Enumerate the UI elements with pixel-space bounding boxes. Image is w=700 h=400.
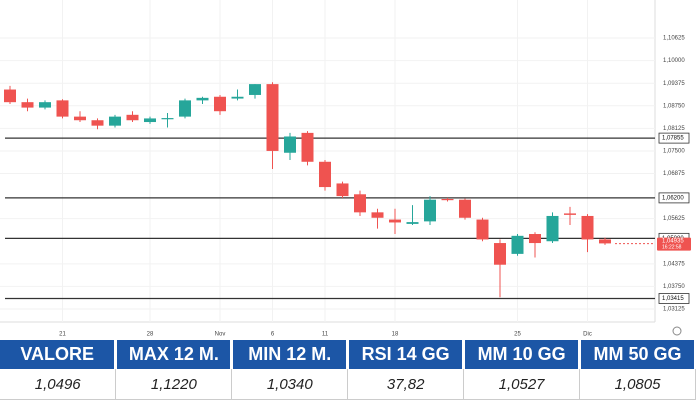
candle-body <box>319 161 331 188</box>
settings-icon[interactable] <box>672 326 682 336</box>
value-cell: 1,0496 <box>0 369 117 400</box>
candle-body <box>354 194 366 213</box>
last-price-label: 1,04935 <box>662 239 684 245</box>
y-tick-label: 1,08125 <box>663 126 685 132</box>
candle-body <box>4 89 16 103</box>
candle-body <box>109 116 121 126</box>
candle-body <box>529 234 541 244</box>
candle-body <box>599 239 611 244</box>
candle-body <box>424 199 436 222</box>
candle-body <box>39 102 51 108</box>
candle-body <box>336 183 349 197</box>
candle-body <box>21 102 34 108</box>
y-tick-label: 1,09375 <box>663 81 685 87</box>
candle-body <box>406 222 419 224</box>
candle-body <box>546 215 559 242</box>
level-label: 1,06200 <box>662 195 684 201</box>
candle-body <box>476 219 489 240</box>
header-cell: RSI 14 GG <box>347 340 466 369</box>
header-cell: MIN 12 M. <box>231 340 350 369</box>
candle-body <box>284 136 296 153</box>
candle-body <box>581 215 594 240</box>
x-tick-label: 6 <box>271 332 275 338</box>
header-cell: MM 50 GG <box>579 340 697 369</box>
value-cell: 1,0805 <box>579 369 696 400</box>
candle-body <box>441 198 454 201</box>
stats-table: VALORE MAX 12 M. MIN 12 M. RSI 14 GG MM 10 G… <box>0 340 697 400</box>
y-tick-label: 1,03750 <box>663 284 685 290</box>
level-label: 1,07855 <box>662 136 684 142</box>
x-tick-label: 11 <box>322 332 329 338</box>
candle-body <box>371 212 384 218</box>
candle-body <box>161 118 174 120</box>
header-row: VALORE MAX 12 M. MIN 12 M. RSI 14 GG MM 10 G… <box>0 340 697 369</box>
last-time-label: 16:22:58 <box>662 244 682 250</box>
candle-body <box>126 114 139 121</box>
y-tick-label: 1,10000 <box>663 58 685 64</box>
value-cell: 1,0527 <box>463 369 581 400</box>
x-tick-label: Dic <box>583 332 592 338</box>
candle-body <box>214 96 226 112</box>
candle-body <box>564 213 576 215</box>
level-tag <box>658 132 690 144</box>
candle-body <box>266 84 279 151</box>
chart: 1,10625 1,10000 1,09375 1,08750 1,08125 1,075… <box>0 0 691 338</box>
value-row: 1,0496 1,1220 1,0340 37,82 1,0527 1,0805 <box>0 369 696 400</box>
candle-body <box>56 100 69 117</box>
level-tag <box>658 293 690 304</box>
x-tick-label: Nov <box>215 332 226 338</box>
value-cell: 1,0340 <box>231 369 349 400</box>
x-tick-label: 21 <box>59 332 66 338</box>
candle-body <box>179 100 191 117</box>
candle-body <box>511 235 524 254</box>
candle-body <box>459 199 471 218</box>
x-tick-label: 18 <box>392 332 399 338</box>
header-cell: VALORE <box>0 340 118 369</box>
candle-body <box>196 97 209 101</box>
level-label: 1,03415 <box>662 296 684 302</box>
candle-body <box>494 243 506 265</box>
candle-body <box>301 132 314 162</box>
y-tick-label: 1,03125 <box>663 307 685 313</box>
value-cell: 37,82 <box>347 369 465 400</box>
candle-body <box>144 118 156 123</box>
y-tick-label: 1,04375 <box>663 261 685 267</box>
value-cell: 1,1220 <box>115 369 233 400</box>
y-tick-label: 1,07500 <box>663 149 685 155</box>
candle-body <box>74 116 86 121</box>
level-tag <box>658 192 690 204</box>
x-tick-label: 25 <box>514 332 521 338</box>
y-tick-label: 1,08750 <box>663 103 685 109</box>
x-tick-label: 28 <box>147 332 154 338</box>
y-tick-label: 1,05625 <box>663 216 685 222</box>
candle-body <box>249 84 261 95</box>
header-cell: MM 10 GG <box>463 340 582 369</box>
header-cell: MAX 12 M. <box>115 340 234 369</box>
last-price-tag <box>657 237 691 251</box>
candle-body <box>231 96 244 99</box>
y-tick-label: 1,10625 <box>663 36 685 42</box>
candle-body <box>91 120 104 126</box>
y-tick-label: 1,06875 <box>663 171 685 177</box>
candle-body <box>389 219 401 223</box>
